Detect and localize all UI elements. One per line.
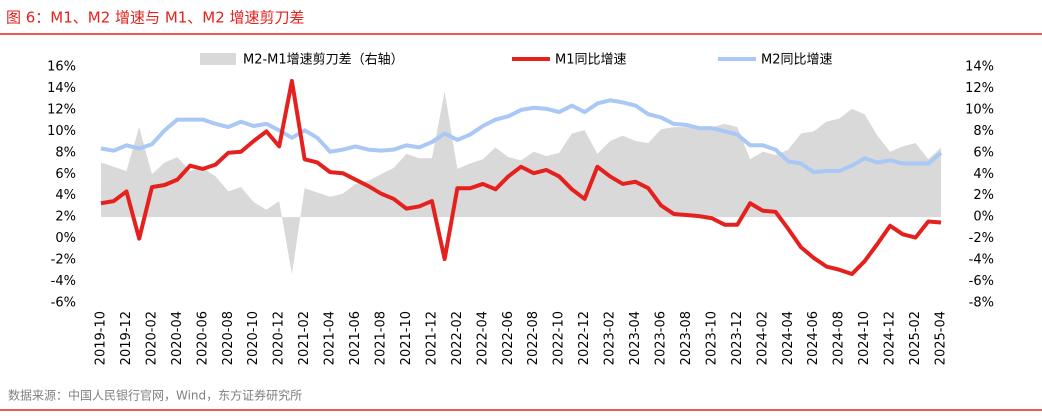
x-tick-label: 2023-10	[704, 311, 719, 365]
y2-tick-label: 0%	[973, 210, 994, 225]
y-tick-label: -6%	[51, 296, 76, 311]
y-tick-label: -2%	[51, 253, 76, 268]
x-tick-label: 2023-04	[628, 311, 643, 365]
y2-tick-label: 6%	[973, 145, 994, 160]
x-tick-label: 2021-02	[297, 311, 312, 365]
x-tick-label: 2024-04	[781, 311, 796, 365]
legend-label: M1同比增速	[555, 53, 627, 68]
y2-tick-label: 12%	[965, 81, 994, 96]
x-tick-label: 2021-12	[424, 311, 439, 365]
legend-label: M2-M1增速剪刀差（右轴）	[243, 52, 404, 68]
x-tick-label: 2024-10	[857, 311, 872, 365]
y2-tick-label: 14%	[965, 60, 994, 75]
x-tick-label: 2021-08	[374, 311, 389, 365]
y2-tick-label: 10%	[965, 102, 994, 117]
y2-tick-label: 8%	[973, 124, 994, 139]
x-tick-label: 2020-02	[144, 311, 159, 365]
x-tick-label: 2023-12	[730, 311, 745, 365]
x-tick-label: 2023-08	[679, 311, 694, 365]
y-tick-label: 4%	[55, 188, 76, 203]
y2-tick-label: -4%	[969, 253, 994, 268]
y2-tick-label: -6%	[969, 274, 994, 289]
y-tick-label: 16%	[47, 60, 76, 75]
x-tick-label: 2022-06	[501, 311, 516, 365]
y-tick-label: 10%	[47, 124, 76, 139]
chart-title: 图 6：M1、M2 增速与 M1、M2 增速剪刀差	[6, 9, 305, 27]
line	[100, 98, 943, 175]
x-tick-label: 2020-12	[272, 311, 287, 365]
x-tick-label: 2022-02	[450, 311, 465, 365]
line	[100, 78, 942, 277]
y-tick-label: 2%	[55, 210, 76, 225]
source-note: 数据来源：中国人民银行官网，Wind，东方证券研究所	[8, 388, 302, 403]
x-tick-label: 2024-12	[883, 311, 898, 365]
x-tick-label: 2020-08	[221, 311, 236, 365]
x-tick-label: 2024-08	[832, 311, 847, 365]
x-tick-label: 2022-08	[526, 311, 541, 365]
x-tick-label: 2022-04	[475, 311, 490, 365]
legend-label: M2同比增速	[761, 53, 833, 68]
x-tick-label: 2023-02	[603, 311, 618, 365]
y2-tick-label: -2%	[969, 231, 994, 246]
x-tick-label: 2025-02	[908, 311, 923, 365]
area	[101, 91, 941, 275]
y-tick-label: 14%	[47, 81, 76, 96]
y2-tick-label: -8%	[969, 296, 994, 311]
x-tick-label: 2020-10	[246, 311, 261, 365]
y2-tick-label: 4%	[973, 167, 994, 182]
x-tick-label: 2024-06	[806, 311, 821, 365]
x-tick-label: 2022-10	[552, 311, 567, 365]
x-tick-label: 2022-12	[577, 311, 592, 365]
x-tick-label: 2025-04	[934, 311, 949, 365]
y-tick-label: 0%	[55, 231, 76, 246]
x-tick-label: 2020-06	[195, 311, 210, 365]
x-tick-label: 2021-06	[348, 311, 363, 365]
x-tick-label: 2020-04	[170, 311, 185, 365]
y-tick-label: 8%	[55, 145, 76, 160]
x-tick-label: 2021-10	[399, 311, 414, 365]
legend-swatch	[200, 53, 236, 65]
y-tick-label: 12%	[47, 102, 76, 117]
x-tick-label: 2019-10	[94, 311, 109, 365]
x-tick-label: 2024-02	[755, 311, 770, 365]
y-tick-label: -4%	[51, 274, 76, 289]
x-tick-label: 2023-06	[654, 311, 669, 365]
y2-tick-label: 2%	[973, 188, 994, 203]
y-tick-label: 6%	[55, 167, 76, 182]
x-tick-label: 2021-04	[323, 311, 338, 365]
x-tick-label: 2019-12	[119, 311, 134, 365]
